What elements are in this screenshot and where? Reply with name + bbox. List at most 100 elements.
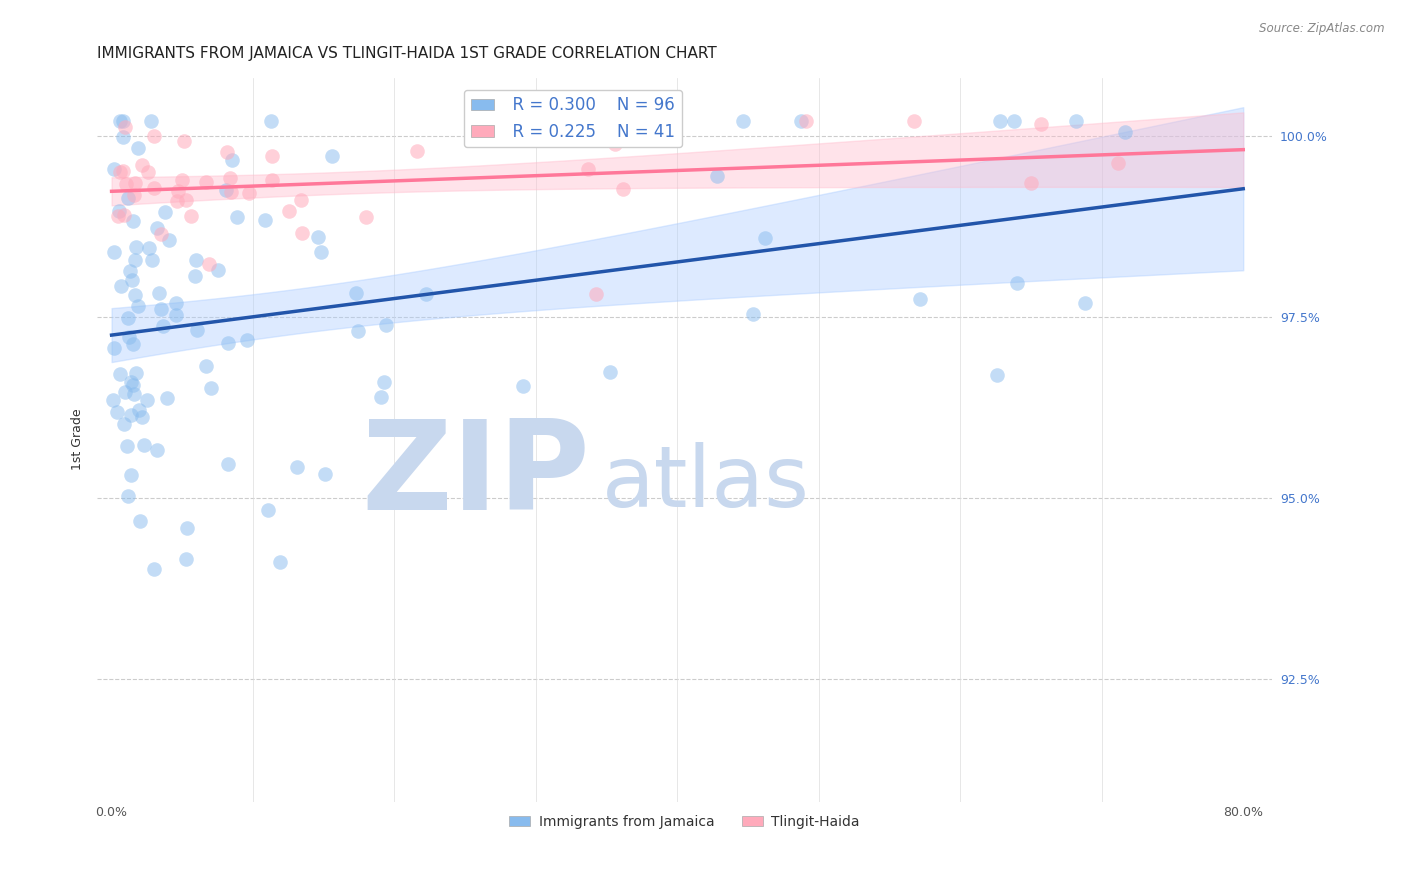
Point	[115, 439, 138, 453]
Point	[269, 556, 291, 570]
Point	[142, 180, 165, 194]
Text: atlas: atlas	[602, 442, 810, 524]
Text: IMMIGRANTS FROM JAMAICA VS TLINGIT-HAIDA 1ST GRADE CORRELATION CHART: IMMIGRANTS FROM JAMAICA VS TLINGIT-HAIDA…	[97, 46, 717, 62]
Point	[576, 161, 599, 176]
Point	[165, 296, 187, 310]
Point	[138, 242, 160, 256]
Point	[122, 378, 145, 392]
Point	[111, 114, 134, 128]
Point	[172, 173, 194, 187]
Point	[184, 268, 207, 283]
Point	[120, 408, 142, 422]
Point	[142, 129, 165, 144]
Point	[605, 136, 627, 151]
Point	[149, 301, 172, 316]
Point	[117, 311, 139, 326]
Point	[139, 114, 162, 128]
Point	[114, 384, 136, 399]
Point	[599, 365, 621, 379]
Point	[174, 193, 197, 207]
Point	[138, 165, 160, 179]
Point	[112, 208, 135, 222]
Point	[153, 205, 176, 219]
Point	[124, 253, 146, 268]
Point	[221, 185, 243, 199]
Point	[207, 263, 229, 277]
Point	[1019, 177, 1042, 191]
Point	[157, 233, 180, 247]
Point	[167, 184, 190, 198]
Point	[373, 375, 395, 389]
Point	[174, 551, 197, 566]
Legend: Immigrants from Jamaica, Tlingit-Haida: Immigrants from Jamaica, Tlingit-Haida	[503, 809, 865, 834]
Point	[198, 257, 221, 271]
Point	[101, 392, 124, 407]
Point	[225, 210, 247, 224]
Text: ZIP: ZIP	[361, 416, 591, 536]
Point	[124, 177, 146, 191]
Point	[117, 191, 139, 205]
Point	[217, 145, 239, 160]
Point	[1007, 276, 1029, 290]
Point	[1064, 114, 1087, 128]
Point	[136, 392, 159, 407]
Point	[121, 214, 143, 228]
Point	[219, 171, 242, 186]
Point	[195, 175, 218, 189]
Point	[217, 457, 239, 471]
Point	[375, 318, 398, 332]
Point	[195, 359, 218, 373]
Y-axis label: 1st Grade: 1st Grade	[72, 409, 84, 470]
Point	[107, 204, 129, 219]
Point	[344, 285, 367, 300]
Point	[988, 114, 1011, 128]
Point	[254, 212, 277, 227]
Point	[103, 245, 125, 260]
Point	[125, 240, 148, 254]
Point	[103, 161, 125, 176]
Point	[128, 403, 150, 417]
Point	[149, 227, 172, 241]
Point	[370, 390, 392, 404]
Point	[215, 183, 238, 197]
Point	[186, 323, 208, 337]
Point	[131, 158, 153, 172]
Point	[260, 173, 283, 187]
Point	[291, 226, 314, 240]
Point	[285, 460, 308, 475]
Point	[152, 319, 174, 334]
Point	[107, 209, 129, 223]
Point	[112, 417, 135, 431]
Point	[111, 130, 134, 145]
Point	[141, 252, 163, 267]
Point	[124, 288, 146, 302]
Point	[146, 443, 169, 458]
Point	[307, 229, 329, 244]
Point	[217, 335, 239, 350]
Point	[127, 299, 149, 313]
Point	[122, 188, 145, 202]
Point	[110, 278, 132, 293]
Point	[986, 368, 1008, 382]
Point	[733, 114, 755, 128]
Point	[260, 114, 283, 128]
Point	[235, 333, 257, 347]
Point	[114, 120, 136, 135]
Point	[165, 308, 187, 322]
Point	[1029, 116, 1052, 130]
Point	[741, 307, 763, 321]
Point	[122, 387, 145, 401]
Point	[112, 163, 135, 178]
Point	[127, 141, 149, 155]
Point	[406, 144, 429, 158]
Point	[314, 467, 336, 482]
Point	[290, 193, 312, 207]
Point	[117, 330, 139, 344]
Point	[148, 285, 170, 300]
Point	[143, 562, 166, 576]
Point	[794, 114, 817, 128]
Point	[612, 182, 634, 196]
Point	[156, 391, 179, 405]
Point	[903, 114, 925, 128]
Point	[754, 231, 776, 245]
